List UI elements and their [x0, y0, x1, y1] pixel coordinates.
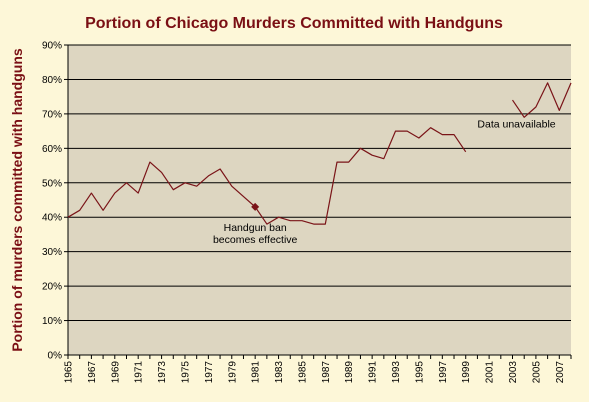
y-tick-label: 40% [42, 213, 62, 224]
y-tick-label: 50% [42, 178, 62, 189]
highlight-marker [251, 202, 260, 211]
series-line [512, 82, 572, 118]
y-tick-label: 10% [42, 316, 62, 327]
x-tick-label: 1983 [274, 361, 285, 384]
y-tick-label: 0% [48, 351, 63, 362]
x-tick-label: 1991 [368, 361, 379, 384]
chart-title: Portion of Chicago Murders Committed wit… [85, 15, 503, 32]
y-tick-label: 70% [42, 109, 62, 120]
x-tick-label: 2001 [485, 361, 496, 384]
x-tick-label: 2007 [555, 361, 566, 384]
x-tick-label: 1979 [227, 361, 238, 384]
x-tick-label: 1975 [180, 361, 191, 384]
x-tick-label: 2005 [531, 361, 542, 384]
y-tick-label: 30% [42, 247, 62, 258]
x-tick-label: 1989 [344, 361, 355, 384]
x-tick-label: 1993 [391, 361, 402, 384]
x-tick-label: 1969 [110, 361, 121, 384]
x-tick-label: 1987 [321, 361, 332, 384]
annotation-text: becomes effective [213, 234, 298, 246]
x-tick-label: 1981 [251, 361, 262, 384]
plot-area [68, 45, 571, 355]
x-tick-label: 1971 [134, 361, 145, 384]
y-tick-label: 90% [42, 41, 62, 52]
annotation-text: Handgun ban [224, 222, 287, 234]
annotation-text: Data unavailable [477, 119, 555, 131]
x-tick-label: 2003 [508, 361, 519, 384]
x-tick-label: 1995 [414, 361, 425, 384]
y-tick-label: 80% [42, 75, 62, 86]
x-tick-label: 1997 [438, 361, 449, 384]
x-tick-label: 1967 [87, 361, 98, 384]
series-line [67, 127, 467, 225]
y-tick-label: 20% [42, 282, 62, 293]
y-axis-label: Portion of murders committed with handgu… [9, 48, 25, 352]
y-tick-label: 60% [42, 144, 62, 155]
x-tick-label: 1999 [461, 361, 472, 384]
x-tick-label: 1985 [297, 361, 308, 384]
x-tick-label: 1965 [64, 361, 75, 384]
x-tick-label: 1973 [157, 361, 168, 384]
x-tick-label: 1977 [204, 361, 215, 384]
